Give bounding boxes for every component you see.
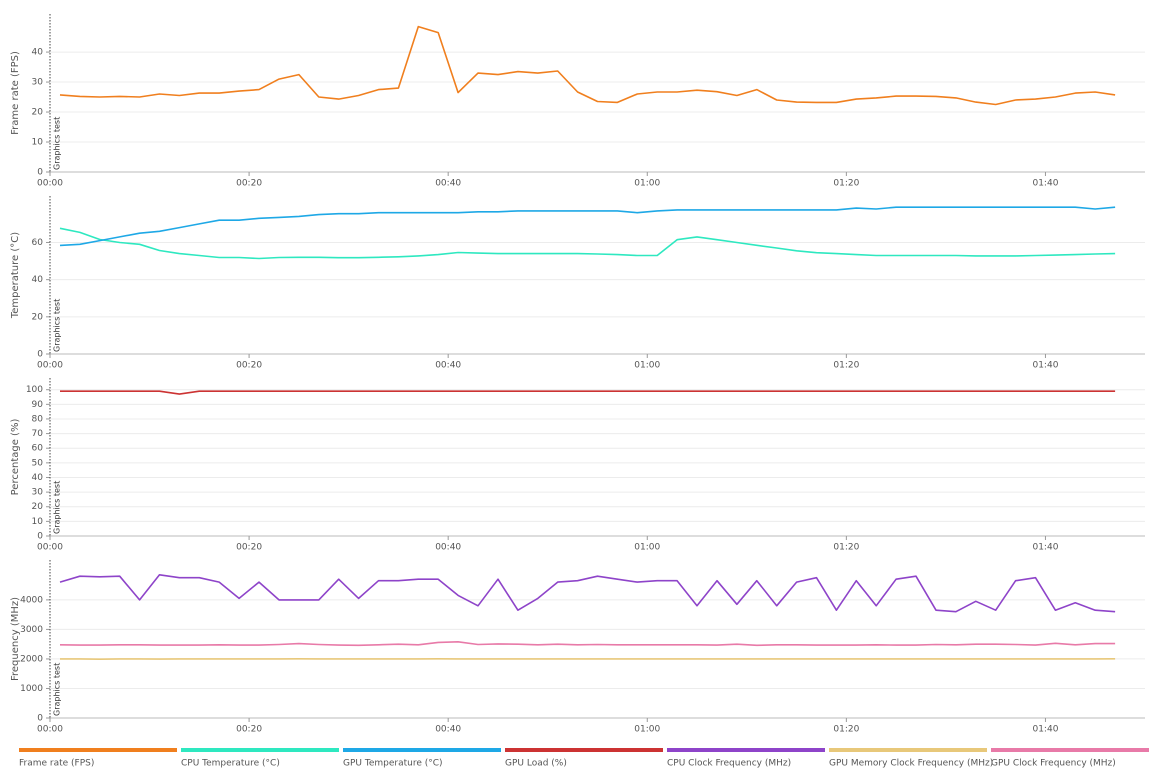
y-tick-label: 0 [37,168,43,178]
x-tick-label: 00:20 [236,725,262,735]
x-tick-label: 01:20 [833,725,859,735]
y-axis-label: Temperature (°C) [10,232,21,319]
y-tick-label: 2000 [20,654,43,664]
x-tick-label: 00:40 [435,361,461,371]
y-tick-label: 20 [32,312,44,322]
x-tick-label: 00:00 [37,179,63,189]
series-line [60,391,1115,394]
x-tick-label: 01:40 [1032,725,1058,735]
x-tick-label: 01:00 [634,543,660,553]
y-tick-label: 20 [32,108,44,118]
y-tick-label: 0 [37,532,43,542]
annotation: Graphics test [53,481,62,534]
x-tick-label: 00:20 [236,179,262,189]
y-tick-label: 3000 [20,625,43,635]
legend-swatch [991,748,1149,752]
y-tick-label: 70 [32,429,44,439]
x-tick-label: 01:00 [634,725,660,735]
y-tick-label: 20 [32,502,44,512]
y-tick-label: 60 [32,444,44,454]
y-tick-label: 30 [32,488,44,498]
legend-swatch [829,748,987,752]
annotation: Graphics test [53,663,62,716]
y-tick-label: 4000 [20,595,43,605]
y-tick-label: 30 [32,78,44,88]
legend-label: CPU Temperature (°C) [181,759,280,769]
legend-swatch [667,748,825,752]
x-tick-label: 01:40 [1032,361,1058,371]
y-tick-label: 10 [32,138,44,148]
y-tick-label: 100 [26,385,43,395]
legend-swatch [505,748,663,752]
x-tick-label: 00:20 [236,543,262,553]
y-tick-label: 40 [32,275,44,285]
legend-label: GPU Temperature (°C) [343,759,443,769]
x-tick-label: 00:00 [37,361,63,371]
y-tick-label: 40 [32,473,44,483]
legend-swatch [19,748,177,752]
series-line [60,27,1115,105]
y-tick-label: 1000 [20,684,43,694]
legend-swatch [343,748,501,752]
series-line [60,228,1115,258]
x-tick-label: 00:40 [435,543,461,553]
y-tick-label: 90 [32,400,44,410]
x-tick-label: 00:20 [236,361,262,371]
x-tick-label: 00:00 [37,543,63,553]
y-tick-label: 50 [32,458,44,468]
x-tick-label: 01:20 [833,179,859,189]
x-tick-label: 00:00 [37,725,63,735]
x-tick-label: 01:00 [634,361,660,371]
y-tick-label: 0 [37,350,43,360]
legend-swatch [181,748,339,752]
series-line [60,575,1115,612]
x-tick-label: 01:20 [833,543,859,553]
y-axis-label: Frequency (MHz) [10,597,21,681]
annotation: Graphics test [53,299,62,352]
legend-label: GPU Load (%) [505,759,567,769]
x-tick-label: 00:40 [435,179,461,189]
y-tick-label: 60 [32,238,44,248]
legend-label: GPU Clock Frequency (MHz) [991,759,1116,769]
y-tick-label: 10 [32,517,44,527]
y-tick-label: 80 [32,414,44,424]
y-axis-label: Frame rate (FPS) [10,51,21,135]
legend-label: GPU Memory Clock Frequency (MHz) [829,759,993,769]
series-line [60,642,1115,646]
annotation: Graphics test [53,117,62,170]
y-tick-label: 40 [32,48,44,58]
series-line [60,207,1115,245]
x-tick-label: 01:20 [833,361,859,371]
x-tick-label: 01:40 [1032,543,1058,553]
y-axis-label: Percentage (%) [10,419,21,496]
x-tick-label: 01:00 [634,179,660,189]
legend-label: CPU Clock Frequency (MHz) [667,759,791,769]
x-tick-label: 01:40 [1032,179,1058,189]
y-tick-label: 0 [37,714,43,724]
legend-label: Frame rate (FPS) [19,759,94,769]
x-tick-label: 00:40 [435,725,461,735]
